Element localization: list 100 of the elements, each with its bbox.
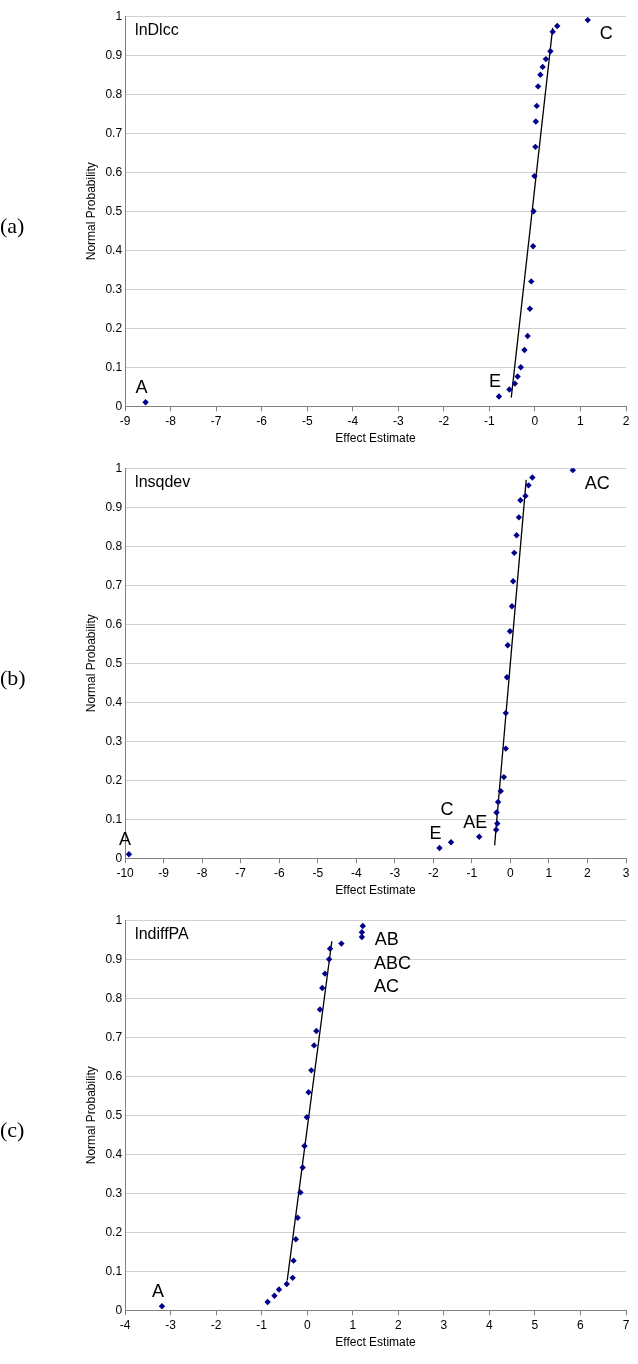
point xyxy=(522,492,529,500)
point xyxy=(532,118,540,125)
point xyxy=(502,709,509,717)
point xyxy=(493,809,500,816)
x-tick-label: 2 xyxy=(584,865,592,880)
x-tick-label: -4 xyxy=(350,865,362,880)
x-tick-label: 7 xyxy=(622,1317,630,1332)
point xyxy=(508,603,516,610)
annotation: AC xyxy=(584,473,610,494)
point xyxy=(319,984,326,992)
point xyxy=(529,474,536,481)
x-tick-label: -2 xyxy=(428,865,439,880)
point xyxy=(436,844,443,852)
point xyxy=(271,1292,278,1299)
point xyxy=(301,1142,308,1150)
point xyxy=(500,773,508,781)
x-tick-label: 0 xyxy=(507,865,515,880)
point xyxy=(290,1257,297,1264)
y-tick-label: 0.5 xyxy=(105,203,123,218)
point xyxy=(316,1006,324,1013)
x-tick-label: -10 xyxy=(116,865,135,880)
x-tick-label: 5 xyxy=(531,1317,539,1332)
point xyxy=(283,1280,290,1288)
point xyxy=(310,1042,318,1049)
x-tick-label: -1 xyxy=(484,413,496,428)
x-axis-title: Effect Estimate xyxy=(335,1335,417,1350)
chart-title: lnDlcc xyxy=(135,20,179,38)
x-tick-label: 0 xyxy=(303,1317,311,1332)
x-tick-label: -3 xyxy=(165,1317,177,1332)
y-tick-label: 0.7 xyxy=(105,1029,123,1044)
point xyxy=(289,1274,296,1282)
annotation: AC xyxy=(373,975,399,996)
y-tick-label: 0.5 xyxy=(105,1107,123,1122)
point xyxy=(158,1303,166,1310)
x-tick-label: 4 xyxy=(486,1317,494,1332)
x-tick-label: -1 xyxy=(466,865,478,880)
point xyxy=(511,549,518,557)
x-tick-label: -7 xyxy=(210,413,222,428)
point xyxy=(511,380,519,387)
y-tick-label: 1 xyxy=(115,460,123,475)
point xyxy=(549,28,556,35)
point xyxy=(495,393,503,400)
x-tick-label: -4 xyxy=(347,413,359,428)
point xyxy=(299,1164,306,1171)
point xyxy=(524,332,531,340)
point xyxy=(447,839,455,846)
annotation: C xyxy=(440,799,454,820)
chart-title: lnsqdev xyxy=(135,472,191,490)
y-tick-label: 0.8 xyxy=(105,990,123,1005)
x-tick-label: -6 xyxy=(273,865,285,880)
x-tick-label: -1 xyxy=(256,1317,268,1332)
point xyxy=(325,956,333,963)
point xyxy=(125,851,133,858)
y-tick-label: 0.1 xyxy=(105,359,123,374)
y-tick-label: 0.5 xyxy=(105,655,123,670)
point xyxy=(475,833,483,840)
y-axis-title: Normal Probability xyxy=(83,1066,98,1165)
point xyxy=(517,364,525,371)
point xyxy=(275,1286,283,1293)
y-tick-label: 0.3 xyxy=(105,281,123,296)
x-tick-label: -5 xyxy=(312,865,324,880)
point xyxy=(528,278,535,285)
point xyxy=(532,143,539,151)
x-tick-label: -9 xyxy=(119,413,131,428)
point xyxy=(359,922,366,930)
y-tick-label: 0 xyxy=(115,1302,123,1317)
point xyxy=(584,16,591,24)
x-tick-label: 1 xyxy=(577,413,585,428)
annotation: A xyxy=(135,377,148,398)
point xyxy=(534,83,542,90)
y-tick-label: 0.2 xyxy=(105,320,123,335)
y-tick-label: 0.2 xyxy=(105,1224,123,1239)
x-tick-label: -8 xyxy=(196,865,208,880)
point xyxy=(539,63,546,71)
point xyxy=(506,386,513,393)
point xyxy=(358,933,366,941)
annotation: AE xyxy=(463,811,488,832)
y-tick-label: 0.6 xyxy=(105,616,123,631)
y-tick-label: 0.3 xyxy=(105,1185,123,1200)
point xyxy=(542,55,550,63)
y-tick-label: 0.1 xyxy=(105,1263,123,1278)
point xyxy=(305,1088,312,1096)
point xyxy=(494,820,501,827)
point xyxy=(297,1189,304,1196)
text: (a) xyxy=(0,213,26,239)
y-tick-label: 0.1 xyxy=(105,811,123,826)
x-tick-label: 1 xyxy=(349,1317,357,1332)
point xyxy=(547,48,554,55)
point xyxy=(526,305,534,312)
x-tick-label: 3 xyxy=(440,1317,448,1332)
point xyxy=(303,1113,310,1121)
y-tick-label: 0.7 xyxy=(105,125,123,140)
x-tick-label: -7 xyxy=(235,865,247,880)
point xyxy=(338,940,345,947)
annotation: AB xyxy=(374,929,399,950)
x-tick-label: -4 xyxy=(119,1317,131,1332)
point xyxy=(142,399,149,406)
y-tick-label: 0.6 xyxy=(105,164,123,179)
x-tick-label: -3 xyxy=(392,413,404,428)
point xyxy=(537,71,544,78)
